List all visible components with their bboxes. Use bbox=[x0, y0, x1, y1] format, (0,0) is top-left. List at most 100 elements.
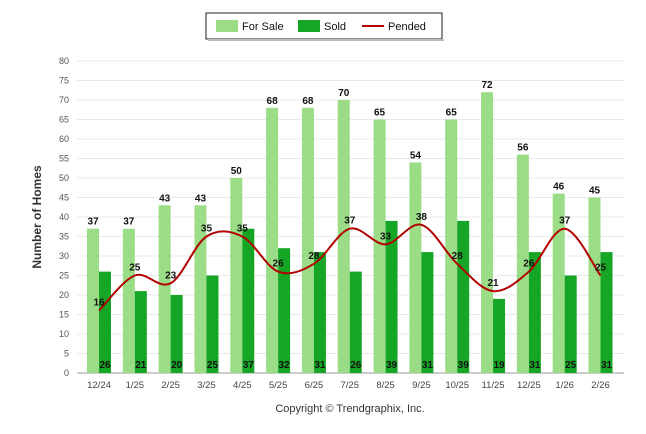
sold-data-label: 32 bbox=[279, 360, 291, 371]
sold-data-label: 20 bbox=[171, 360, 183, 371]
sold-bar bbox=[564, 275, 577, 373]
sold-bar bbox=[493, 298, 506, 373]
for-sale-bar bbox=[445, 119, 458, 373]
y-tick-label: 15 bbox=[59, 310, 69, 320]
for-sale-bar bbox=[87, 228, 99, 373]
sold-data-label: 31 bbox=[314, 360, 326, 371]
sold-bar bbox=[600, 252, 613, 373]
y-tick-label: 80 bbox=[59, 56, 69, 66]
sold-data-label: 19 bbox=[493, 360, 505, 371]
y-tick-label: 25 bbox=[59, 271, 69, 281]
y-tick-label: 30 bbox=[59, 251, 69, 261]
legend-label-sold: Sold bbox=[324, 21, 346, 33]
for-sale-data-label: 45 bbox=[589, 186, 601, 197]
pended-line bbox=[98, 223, 602, 312]
sold-bar bbox=[313, 252, 326, 373]
sold-bar bbox=[134, 291, 147, 373]
for-sale-data-label: 54 bbox=[410, 150, 422, 161]
for-sale-data-label: 56 bbox=[517, 143, 529, 154]
sold-data-label: 31 bbox=[529, 360, 541, 371]
pended-data-label: 21 bbox=[487, 278, 499, 289]
sold-bar bbox=[99, 271, 111, 373]
pended-data-label: 37 bbox=[559, 216, 571, 227]
sold-data-label: 25 bbox=[207, 360, 219, 371]
legend: For Sale Sold Pended bbox=[205, 12, 444, 41]
sold-bar bbox=[242, 228, 255, 373]
sold-data-label: 25 bbox=[565, 360, 577, 371]
sold-bar bbox=[457, 220, 470, 373]
x-tick-label: 11/25 bbox=[482, 380, 505, 391]
y-tick-label: 70 bbox=[59, 95, 69, 105]
for-sale-data-label: 43 bbox=[195, 193, 207, 204]
x-tick-label: 7/25 bbox=[341, 380, 360, 391]
for-sale-bar bbox=[588, 197, 601, 373]
for-sale-bar bbox=[516, 154, 529, 373]
sold-data-label: 31 bbox=[601, 360, 613, 371]
x-tick-label: 12/25 bbox=[517, 380, 541, 391]
sold-bar bbox=[385, 220, 398, 373]
y-tick-label: 20 bbox=[59, 290, 69, 300]
pended-data-label: 28 bbox=[308, 251, 320, 262]
sold-bar bbox=[349, 271, 362, 373]
y-tick-label: 50 bbox=[59, 173, 69, 183]
x-tick-label: 9/25 bbox=[412, 380, 431, 391]
y-tick-label: 55 bbox=[59, 154, 69, 164]
for-sale-bar bbox=[373, 119, 386, 373]
y-tick-label: 60 bbox=[59, 134, 69, 144]
y-tick-label: 65 bbox=[59, 115, 69, 125]
y-tick-label: 5 bbox=[64, 349, 69, 359]
for-sale-data-label: 46 bbox=[553, 182, 565, 193]
for-sale-data-label: 68 bbox=[267, 96, 279, 107]
pended-data-label: 25 bbox=[595, 263, 607, 274]
for-sale-data-label: 43 bbox=[159, 193, 171, 204]
pended-data-label: 23 bbox=[165, 270, 177, 281]
x-tick-label: 10/25 bbox=[445, 380, 469, 391]
pended-data-label: 28 bbox=[452, 251, 464, 262]
y-tick-label: 0 bbox=[64, 368, 69, 378]
x-tick-label: 3/25 bbox=[197, 380, 216, 391]
for-sale-data-label: 70 bbox=[338, 88, 350, 99]
for-sale-bar bbox=[122, 228, 135, 373]
pended-data-label: 38 bbox=[416, 212, 428, 223]
for-sale-data-label: 68 bbox=[302, 96, 314, 107]
sold-bar bbox=[421, 252, 434, 373]
y-axis-label: Number of Homes bbox=[30, 165, 44, 269]
sold-bar bbox=[278, 248, 291, 373]
for-sale-bar bbox=[301, 107, 314, 374]
for-sale-bar bbox=[230, 178, 243, 373]
for-sale-bar bbox=[552, 193, 565, 373]
y-tick-label: 75 bbox=[59, 76, 69, 86]
sold-bar bbox=[206, 275, 219, 373]
sold-data-label: 39 bbox=[386, 360, 398, 371]
x-tick-label: 2/26 bbox=[591, 380, 610, 391]
pended-data-label: 26 bbox=[273, 259, 285, 270]
for-sale-bar bbox=[409, 162, 422, 373]
pended-data-label: 25 bbox=[129, 263, 141, 274]
legend-shadow bbox=[208, 39, 444, 41]
for-sale-data-label: 50 bbox=[231, 166, 243, 177]
x-tick-label: 6/25 bbox=[305, 380, 324, 391]
x-tick-label: 8/25 bbox=[376, 380, 395, 391]
legend-frame bbox=[205, 12, 443, 40]
legend-label-pended: Pended bbox=[388, 21, 426, 33]
pended-data-label: 35 bbox=[201, 224, 213, 235]
x-tick-label: 12/24 bbox=[87, 380, 111, 391]
for-sale-bar bbox=[481, 92, 494, 373]
sold-bar bbox=[528, 252, 541, 373]
legend-swatch-sold bbox=[298, 20, 320, 32]
y-tick-label: 35 bbox=[59, 232, 69, 242]
for-sale-bar bbox=[158, 205, 171, 373]
pended-data-label: 26 bbox=[523, 259, 535, 270]
for-sale-data-label: 37 bbox=[87, 217, 99, 228]
legend-label-for-sale: For Sale bbox=[242, 21, 284, 33]
sold-data-label: 26 bbox=[99, 360, 111, 371]
sold-data-label: 21 bbox=[135, 360, 147, 371]
x-tick-label: 5/25 bbox=[269, 380, 288, 391]
pended-data-label: 33 bbox=[380, 231, 392, 242]
y-tick-label: 10 bbox=[59, 329, 69, 339]
for-sale-bar bbox=[337, 100, 350, 373]
for-sale-data-label: 37 bbox=[123, 217, 135, 228]
for-sale-data-label: 65 bbox=[446, 108, 458, 119]
y-tick-label: 45 bbox=[59, 193, 69, 203]
